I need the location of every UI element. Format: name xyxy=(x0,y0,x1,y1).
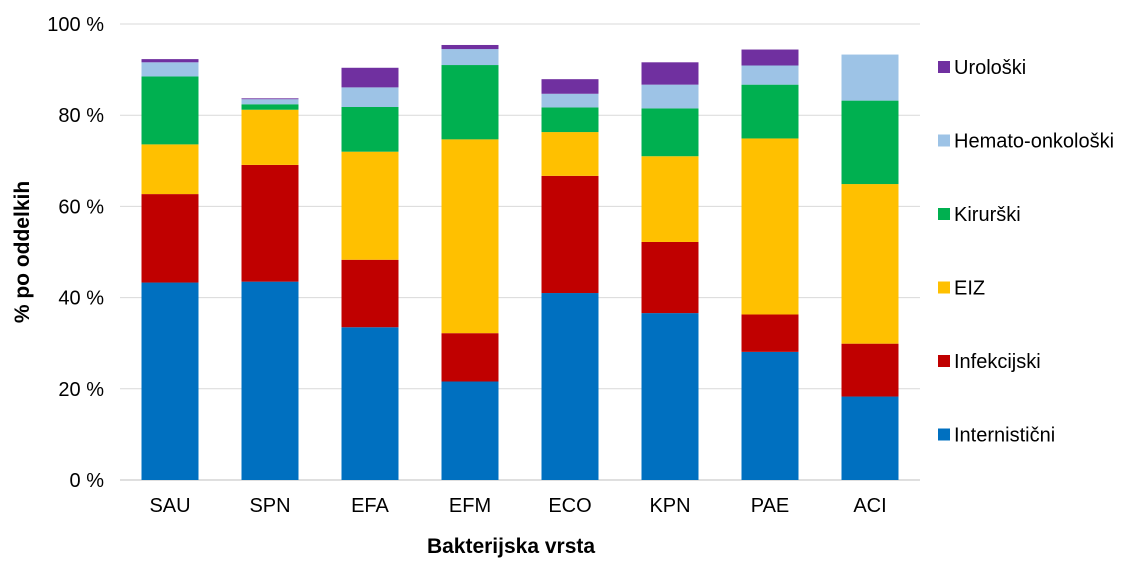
bar-segment xyxy=(841,100,899,185)
legend-label: Infekcijski xyxy=(954,351,1041,373)
bar-segment xyxy=(541,175,599,294)
x-tick-label: KPN xyxy=(649,495,690,517)
bar-segment xyxy=(341,67,399,88)
bar-segment xyxy=(341,259,399,328)
bar-segment xyxy=(441,44,499,50)
bar-segment xyxy=(741,84,799,139)
bar-segment xyxy=(341,327,399,480)
bar-segment xyxy=(841,184,899,344)
x-tick-label: ACI xyxy=(853,495,886,517)
bar-segment xyxy=(241,104,299,110)
bar-segment xyxy=(741,351,799,480)
bar-segment xyxy=(641,313,699,480)
bar-segment xyxy=(841,54,899,101)
legend-label: Hemato-onkološki xyxy=(954,131,1114,153)
bar-segment xyxy=(541,132,599,176)
bar-segment xyxy=(841,396,899,480)
bar-segment xyxy=(141,194,199,283)
bar-segment xyxy=(341,151,399,260)
x-tick-label: EFA xyxy=(351,495,389,517)
bar-segment xyxy=(141,76,199,145)
bar-segment xyxy=(541,293,599,480)
x-tick-labels: SAU SPN EFA EFM ECO KPN PAE ACI xyxy=(149,495,886,517)
bar-segment xyxy=(241,109,299,165)
x-axis-title: Bakterijska vrsta xyxy=(427,535,595,558)
bar-segment xyxy=(141,282,199,480)
bar-segment xyxy=(441,65,499,140)
bar-segment xyxy=(241,164,299,282)
bar-segment xyxy=(141,144,199,195)
bar-segment xyxy=(241,99,299,105)
x-tick-label: EFM xyxy=(449,495,491,517)
bar-segment xyxy=(441,49,499,66)
y-tick-label: 0 % xyxy=(70,470,105,492)
bar-segment xyxy=(141,59,199,63)
y-tick-labels: 0 % 20 % 40 % 60 % 80 % 100 % xyxy=(47,14,104,492)
bar-segment xyxy=(541,107,599,133)
x-tick-label: PAE xyxy=(751,495,790,517)
y-tick-label: 60 % xyxy=(58,196,104,218)
bar-segment xyxy=(341,87,399,107)
bars xyxy=(141,44,899,480)
bar-segment xyxy=(541,93,599,108)
y-tick-label: 80 % xyxy=(58,105,104,127)
bar-segment xyxy=(741,65,799,85)
bar-segment xyxy=(141,62,199,77)
bar-segment xyxy=(641,156,699,242)
bar-segment xyxy=(641,84,699,109)
bar-segment xyxy=(741,314,799,352)
bar-segment xyxy=(241,281,299,480)
legend-swatch xyxy=(938,355,950,367)
x-tick-label: SPN xyxy=(249,495,290,517)
legend-swatch xyxy=(938,281,950,294)
legend-swatch xyxy=(938,428,950,441)
legend-label: Internistični xyxy=(954,425,1055,447)
bar-segment xyxy=(841,343,899,397)
bar-segment xyxy=(641,241,699,314)
x-tick-label: ECO xyxy=(548,495,591,517)
y-tick-label: 20 % xyxy=(58,379,104,401)
legend-label: EIZ xyxy=(954,278,985,300)
y-tick-label: 40 % xyxy=(58,288,104,310)
bar-segment xyxy=(641,62,699,85)
legend-label: Kirurški xyxy=(954,204,1021,226)
y-axis-title: % po oddelkih xyxy=(11,181,34,323)
legend-swatch xyxy=(938,61,950,73)
legend-swatch xyxy=(938,134,950,147)
bar-segment xyxy=(741,138,799,315)
y-tick-label: 100 % xyxy=(47,14,104,36)
legend: Urološki Hemato-onkološki Kirurški EIZ Infek… xyxy=(938,57,1114,447)
legend-swatch xyxy=(938,208,950,220)
x-tick-label: SAU xyxy=(149,495,190,517)
legend-label: Urološki xyxy=(954,57,1026,79)
bar-segment xyxy=(441,333,499,382)
bar-segment xyxy=(541,79,599,94)
bar-segment xyxy=(641,108,699,157)
bar-segment xyxy=(441,381,499,480)
bar-segment xyxy=(741,49,799,66)
bar-segment xyxy=(341,106,399,152)
bar-segment xyxy=(441,139,499,334)
bar-segment xyxy=(241,98,299,100)
gridlines xyxy=(120,23,920,481)
